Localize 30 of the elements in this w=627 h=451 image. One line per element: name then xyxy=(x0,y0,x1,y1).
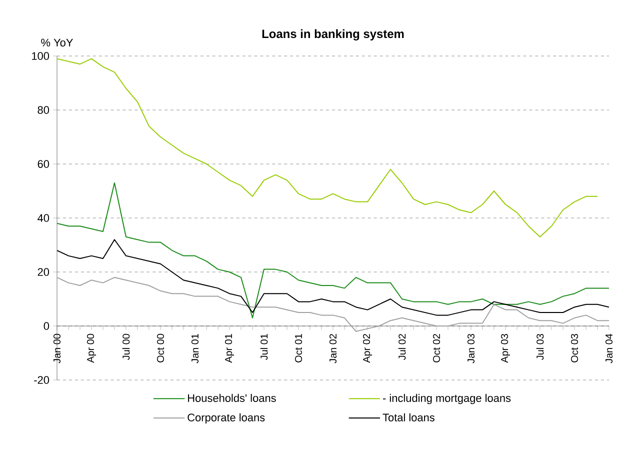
y-tick-label: -20 xyxy=(34,376,50,384)
x-tick-label: Jul 01 xyxy=(260,334,268,360)
x-tick-label: Apr 00 xyxy=(86,334,96,363)
y-tick-label: 20 xyxy=(38,268,50,276)
x-tick-label: Oct 01 xyxy=(294,334,302,362)
y-tick-label: 80 xyxy=(38,106,50,114)
x-tick-label: Jan 03 xyxy=(467,334,475,364)
x-tick-label: Oct 00 xyxy=(156,334,164,362)
legend-label: - including mortgage loans xyxy=(382,394,511,404)
x-tick-label: Jul 03 xyxy=(536,334,544,360)
legend-label: Corporate loans xyxy=(188,413,265,424)
legend-label: Total loans xyxy=(382,413,434,422)
y-tick-label: 100 xyxy=(32,52,50,60)
y-tick-label: 0 xyxy=(44,322,50,330)
x-tick-label: Jul 02 xyxy=(398,334,406,360)
y-tick-label: 60 xyxy=(38,160,50,168)
legend-label: Households' loans xyxy=(188,394,276,402)
x-tick-label: Jul 00 xyxy=(122,334,130,360)
x-tick-label: Oct 03 xyxy=(570,334,578,362)
x-tick-label: Jan 04 xyxy=(605,334,613,364)
x-tick-label: Jan 00 xyxy=(53,334,61,364)
x-tick-label: Jan 01 xyxy=(191,334,199,364)
y-axis-title: % YoY xyxy=(41,38,73,46)
x-tick-label: Apr 03 xyxy=(500,334,510,363)
y-tick-label: 40 xyxy=(38,214,50,222)
x-tick-label: Oct 02 xyxy=(432,334,440,362)
x-tick-label: Apr 01 xyxy=(224,334,234,363)
x-tick-label: Apr 02 xyxy=(362,334,372,363)
x-tick-label: Jan 02 xyxy=(329,334,337,364)
chart-title: Loans in banking system xyxy=(262,29,404,40)
